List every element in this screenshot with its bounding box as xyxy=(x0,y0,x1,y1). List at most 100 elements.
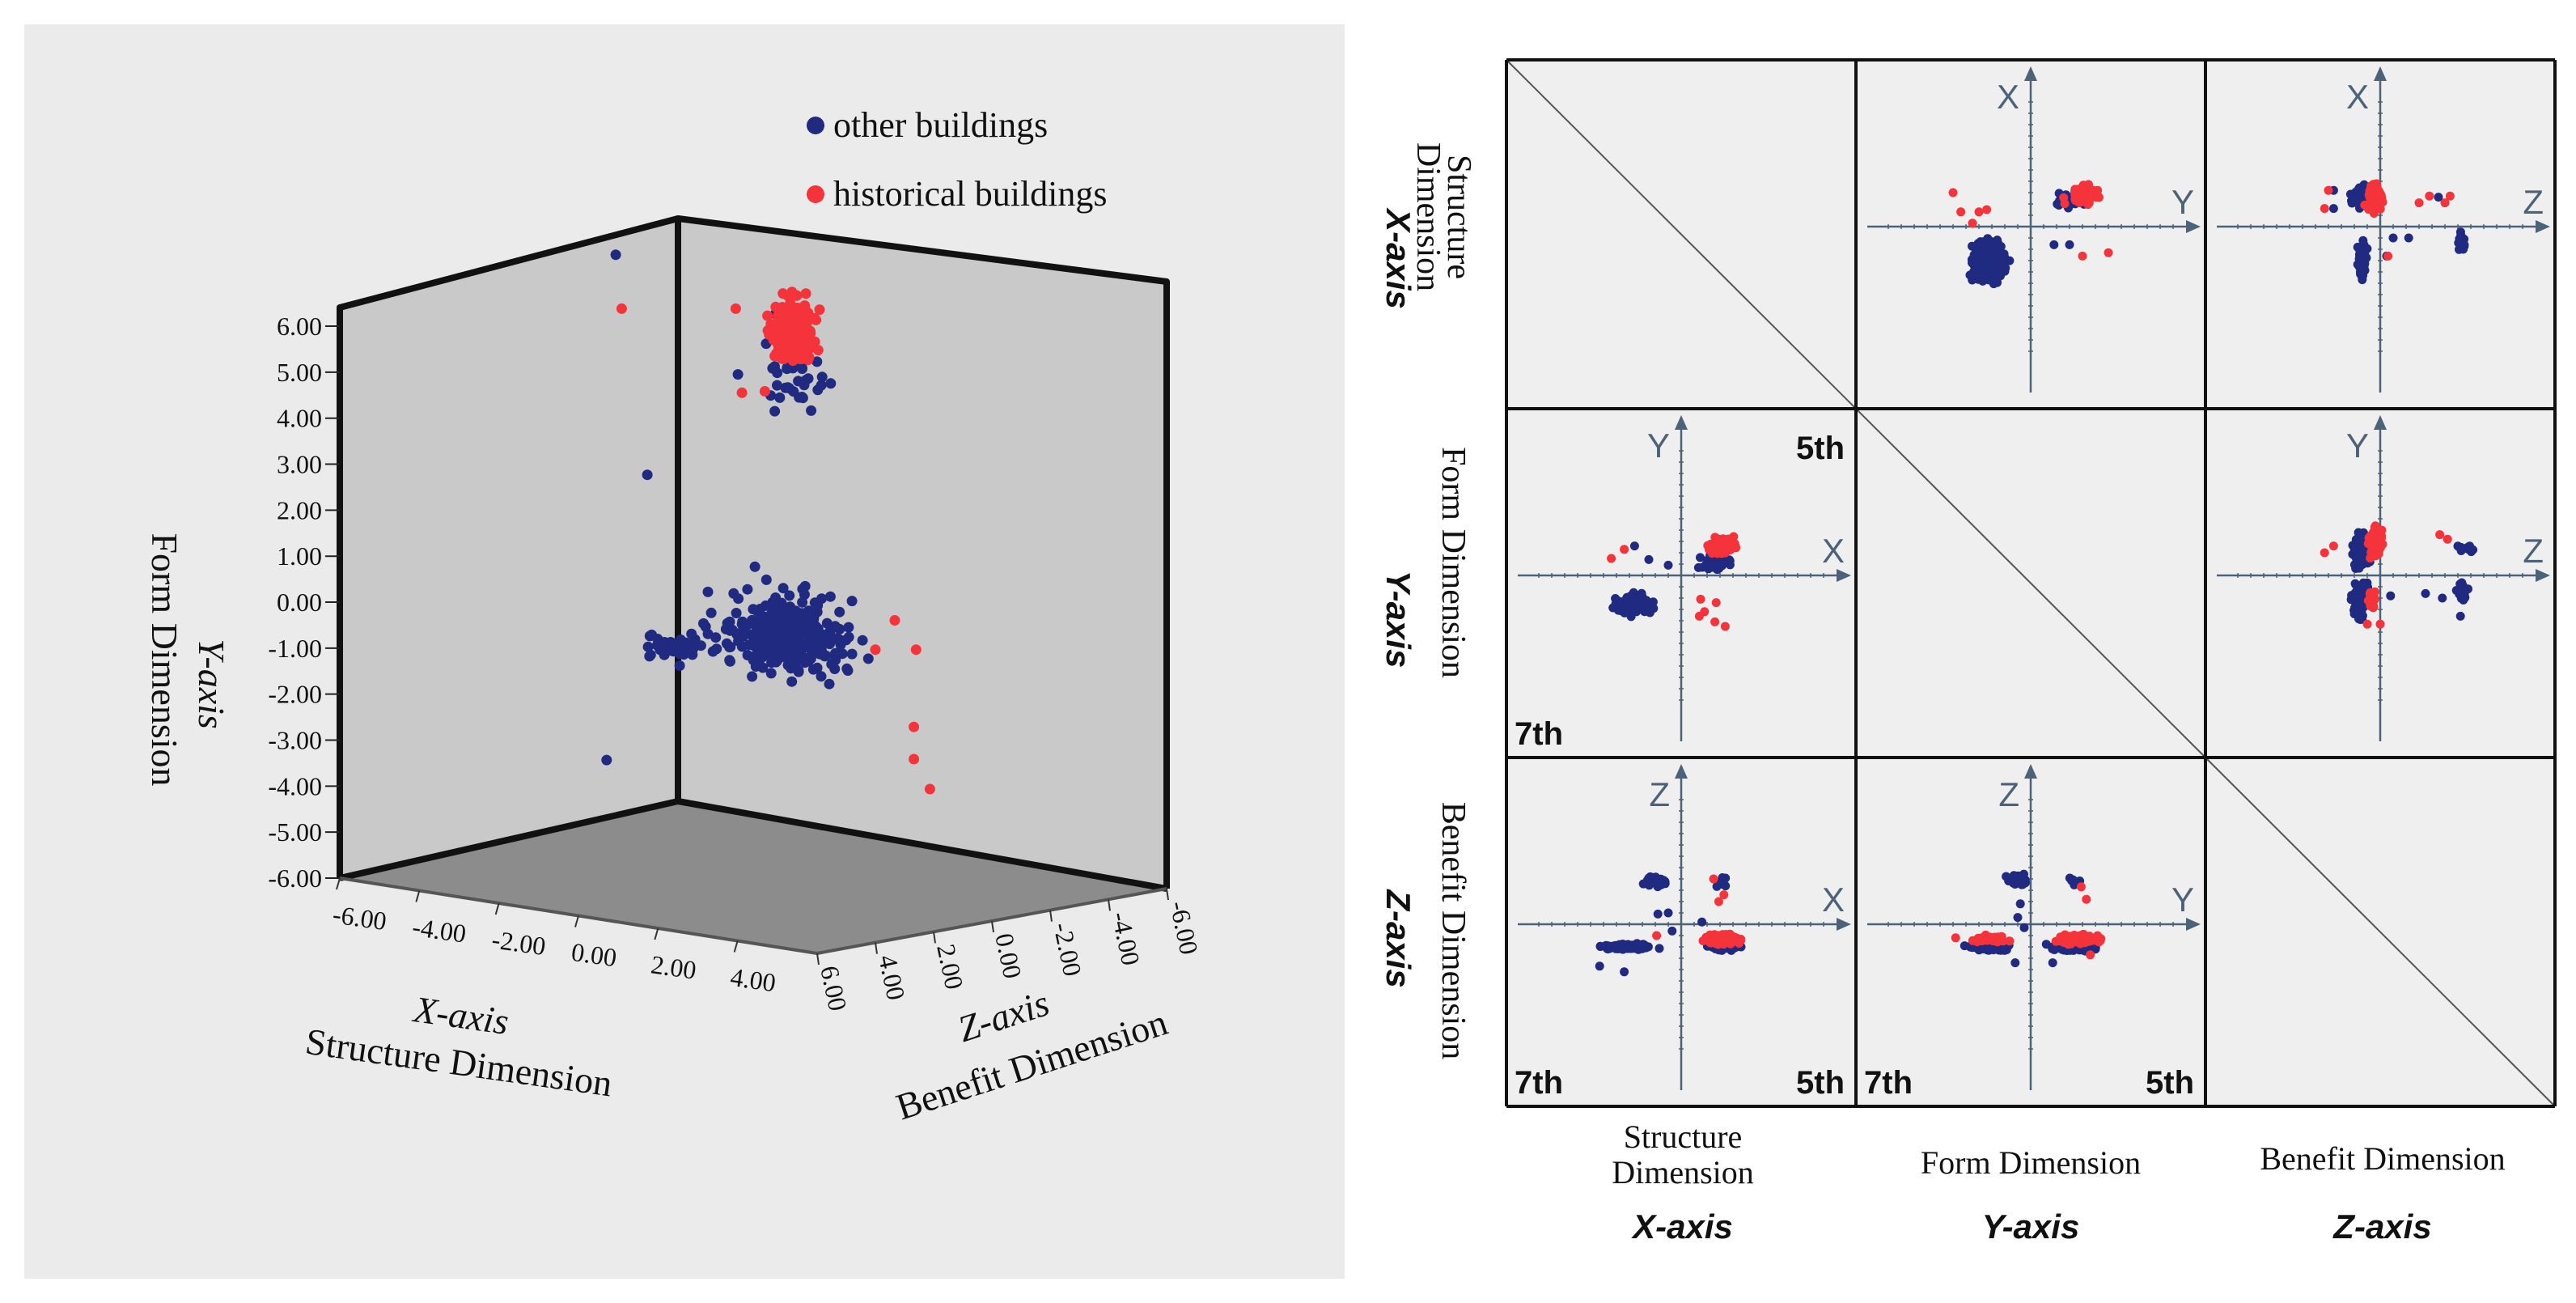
point-historical-building xyxy=(2374,549,2383,558)
point-other-building xyxy=(799,657,811,668)
point-historical-building xyxy=(889,615,900,626)
point-other-building xyxy=(2354,587,2364,596)
point-historical-building xyxy=(800,288,811,299)
panel-vertical-axis-letter: X xyxy=(1997,78,2019,116)
point-other-building xyxy=(1663,560,1673,570)
point-other-building xyxy=(1974,254,1984,264)
point-historical-building xyxy=(2435,530,2445,540)
point-other-building xyxy=(803,620,815,631)
y-tick-label: -3.00 xyxy=(268,726,322,755)
point-other-building xyxy=(793,376,804,387)
point-historical-building xyxy=(910,644,922,656)
point-other-building xyxy=(846,596,858,607)
point-other-building xyxy=(788,625,799,636)
point-historical-building xyxy=(1714,540,1723,550)
point-other-building xyxy=(1654,944,1664,953)
point-other-building xyxy=(2386,591,2396,601)
point-other-building xyxy=(1973,242,1983,252)
point-other-building xyxy=(782,362,793,373)
point-historical-building xyxy=(2320,204,2329,214)
point-historical-building xyxy=(1720,622,1730,631)
point-other-building xyxy=(777,583,789,594)
diagonal-line xyxy=(1855,408,2206,758)
point-other-building xyxy=(765,609,777,620)
z-tick-mark xyxy=(816,953,820,966)
point-other-building xyxy=(757,630,769,641)
point-historical-building xyxy=(1714,897,1723,906)
matrix-scatter-panel: XY xyxy=(1867,66,2201,393)
point-other-building xyxy=(2358,255,2368,264)
point-other-building xyxy=(824,632,836,643)
matrix-scatter-panel: Y X 5th 7th xyxy=(1515,415,1851,752)
z-tick-mark xyxy=(933,932,936,944)
point-historical-building xyxy=(803,354,814,366)
panel-vertical-axis-letter: Y xyxy=(2346,427,2369,465)
point-historical-building xyxy=(777,334,789,346)
point-historical-building xyxy=(759,386,770,397)
point-other-building xyxy=(2358,546,2368,556)
point-historical-building xyxy=(2074,933,2083,943)
point-other-building xyxy=(1638,941,1647,951)
point-historical-building xyxy=(730,303,741,314)
legend-marker-historical xyxy=(807,185,824,203)
point-other-building xyxy=(2421,588,2430,598)
corner-label-bottom-left: 7th xyxy=(1515,1065,1563,1101)
z-tick-mark xyxy=(875,942,878,954)
point-other-building xyxy=(749,561,761,572)
point-other-building xyxy=(780,611,791,622)
point-other-building xyxy=(2065,240,2074,249)
point-other-building xyxy=(797,584,808,595)
point-other-building xyxy=(750,661,761,672)
point-other-building xyxy=(1711,558,1721,567)
panel-horizontal-arrow xyxy=(2536,220,2550,234)
point-other-building xyxy=(2013,913,2023,923)
point-historical-building xyxy=(870,644,881,656)
row-title-z-axis: Z-axis xyxy=(1379,889,1417,987)
point-other-building xyxy=(843,622,854,633)
point-other-building xyxy=(747,614,757,626)
point-historical-building xyxy=(616,303,627,314)
point-historical-building xyxy=(2443,534,2452,544)
point-other-building xyxy=(724,616,735,627)
x-tick-mark xyxy=(654,927,659,940)
y-axis-label: Form Dimension xyxy=(144,533,185,786)
diagonal-line xyxy=(1506,59,1857,410)
panel-vertical-arrow xyxy=(2374,415,2387,430)
z-tick-mark xyxy=(1049,910,1053,922)
point-other-building xyxy=(2388,233,2398,243)
point-other-building xyxy=(1616,597,1625,607)
point-historical-building xyxy=(1694,611,1704,621)
row-title-x-axis: X-axis xyxy=(1379,207,1417,309)
point-other-building xyxy=(732,369,744,380)
y-tick-label: 3.00 xyxy=(277,450,322,479)
point-other-building xyxy=(2457,543,2466,553)
point-other-building xyxy=(837,648,848,660)
point-other-building xyxy=(644,651,655,662)
point-historical-building xyxy=(1995,933,2005,943)
point-other-building xyxy=(702,586,714,597)
point-other-building xyxy=(825,378,837,389)
point-historical-building xyxy=(783,316,794,328)
y-tick-label: 4.00 xyxy=(277,404,322,433)
point-historical-building xyxy=(2056,932,2065,942)
point-historical-building xyxy=(2062,932,2072,942)
back-wall-right xyxy=(678,219,1167,889)
point-other-building xyxy=(788,609,799,621)
point-other-building xyxy=(1653,909,1663,919)
point-other-building xyxy=(782,382,794,393)
corner-label-bottom-left: 7th xyxy=(1515,716,1563,752)
panel-vertical-axis-letter: Z xyxy=(1998,775,2019,813)
point-historical-building xyxy=(1985,932,1994,942)
point-historical-building xyxy=(793,334,804,345)
point-historical-building xyxy=(1711,598,1721,608)
row-title-y-axis: Y-axis xyxy=(1379,571,1417,668)
panel-vertical-axis-letter: Z xyxy=(1649,775,1670,813)
point-other-building xyxy=(2455,611,2465,621)
matrix-scatter-panel: YZ xyxy=(2217,415,2550,741)
point-other-building xyxy=(2404,233,2413,243)
point-other-building xyxy=(747,671,758,682)
x-tick-label: 0.00 xyxy=(570,937,618,972)
point-other-building xyxy=(601,754,612,766)
point-other-building xyxy=(2015,872,2025,881)
panel-horizontal-axis-letter: Z xyxy=(2523,183,2544,221)
